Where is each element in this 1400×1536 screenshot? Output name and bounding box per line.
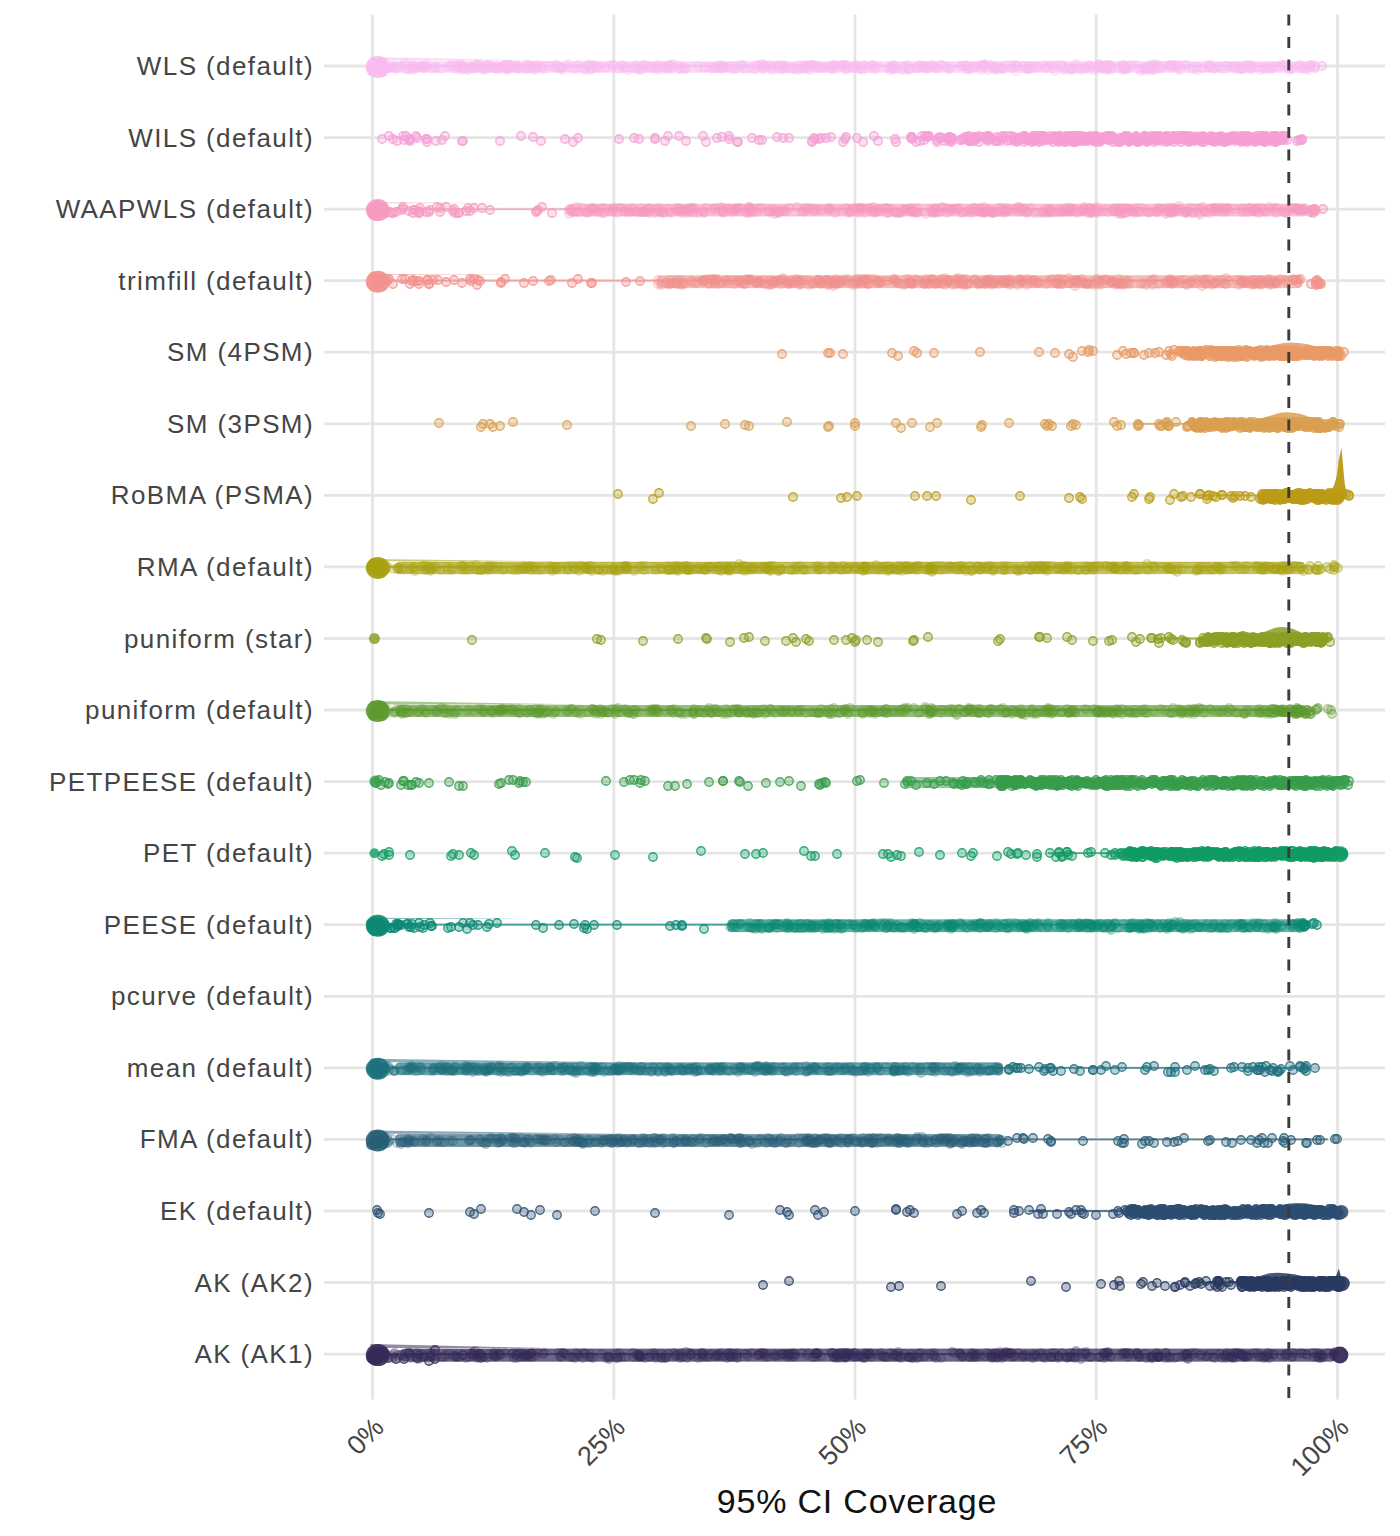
svg-text:puniform (star): puniform (star): [124, 624, 314, 654]
svg-text:WAAPWLS (default): WAAPWLS (default): [56, 194, 314, 224]
svg-text:puniform (default): puniform (default): [85, 695, 314, 725]
svg-text:RoBMA (PSMA): RoBMA (PSMA): [111, 480, 314, 510]
svg-text:PET (default): PET (default): [143, 838, 314, 868]
svg-text:95% CI Coverage: 95% CI Coverage: [717, 1482, 997, 1520]
svg-text:PETPEESE (default): PETPEESE (default): [49, 767, 314, 797]
svg-text:EK (default): EK (default): [160, 1196, 314, 1226]
svg-text:trimfill (default): trimfill (default): [118, 266, 314, 296]
svg-text:mean (default): mean (default): [127, 1053, 314, 1083]
svg-text:WILS (default): WILS (default): [128, 123, 314, 153]
svg-text:FMA (default): FMA (default): [140, 1124, 314, 1154]
svg-text:WLS (default): WLS (default): [137, 51, 314, 81]
svg-text:pcurve (default): pcurve (default): [111, 981, 314, 1011]
svg-text:PEESE (default): PEESE (default): [104, 910, 314, 940]
svg-text:SM (4PSM): SM (4PSM): [167, 337, 314, 367]
svg-text:AK (AK2): AK (AK2): [194, 1268, 314, 1298]
svg-text:SM (3PSM): SM (3PSM): [167, 409, 314, 439]
svg-text:AK (AK1): AK (AK1): [194, 1339, 314, 1369]
svg-text:RMA (default): RMA (default): [137, 552, 314, 582]
